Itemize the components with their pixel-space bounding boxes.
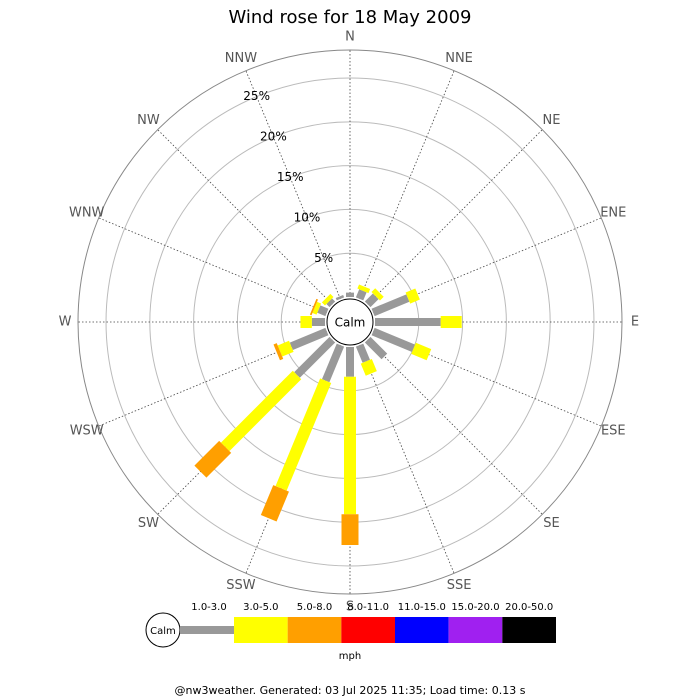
bar-segment (357, 284, 371, 294)
bar-segment (364, 293, 379, 308)
legend-swatch (448, 617, 503, 643)
bar-segment (371, 288, 384, 301)
direction-label: S (346, 600, 354, 615)
bar-segment (260, 485, 289, 522)
bar-segment (294, 336, 336, 378)
legend-label: 15.0-20.0 (451, 602, 499, 613)
unit-label: mph (339, 651, 361, 662)
direction-label: N (345, 30, 355, 45)
bar-segment (355, 343, 370, 363)
legend-label: 11.0-15.0 (398, 602, 446, 613)
chart-title: Wind rose for 18 May 2009 (229, 7, 472, 28)
legend-swatch (180, 626, 234, 634)
direction-label: ESE (601, 424, 626, 439)
bar-segment (321, 293, 334, 306)
r-tick-label: 20% (260, 130, 287, 144)
bar-segment (273, 343, 284, 361)
r-tick-label: 15% (277, 170, 304, 184)
r-tick-label: 5% (314, 251, 333, 265)
bar-segment (277, 340, 294, 357)
legend-label: 20.0-50.0 (505, 602, 553, 613)
bar-segment (333, 294, 345, 299)
bar-segment (371, 327, 416, 353)
direction-label: SSW (226, 578, 256, 593)
spoke (98, 331, 328, 427)
r-tick-label: 10% (294, 210, 321, 224)
legend-swatch (234, 617, 288, 643)
bar-segment (300, 316, 312, 328)
legend-swatch (395, 617, 449, 643)
direction-label: E (631, 315, 639, 330)
direction-label: ENE (600, 205, 626, 220)
bar-segment (326, 298, 336, 308)
spoke (367, 129, 543, 305)
bar-segment (405, 288, 420, 304)
bar-segment (275, 378, 332, 491)
bar-segment (194, 440, 232, 478)
bar-segment (312, 301, 322, 315)
bar-segment (341, 514, 359, 545)
direction-label: WNW (69, 205, 105, 220)
legend-swatch (287, 617, 342, 643)
direction-label: SE (543, 516, 559, 531)
spoke (157, 129, 333, 305)
direction-label: WSW (70, 424, 104, 439)
spoke (245, 70, 341, 300)
legend-calm-label: Calm (150, 626, 176, 637)
bar-segment (321, 343, 345, 383)
spoke (98, 217, 328, 313)
r-tick-label: 25% (243, 89, 270, 103)
bar-segment (335, 294, 345, 301)
direction-label: SSE (447, 578, 472, 593)
spoke (367, 339, 543, 515)
bar-segment (220, 370, 302, 452)
legend-swatch (341, 617, 395, 643)
direction-label: NNE (445, 51, 473, 66)
grid-ring (105, 77, 595, 567)
spoke (359, 70, 455, 300)
direction-label: NNW (225, 51, 257, 66)
legend-label: 1.0-3.0 (191, 602, 226, 613)
bar-segment (311, 318, 325, 326)
bar-segment (440, 316, 462, 328)
direction-label: W (59, 315, 72, 330)
bar-segment (309, 298, 319, 316)
legend-label: 3.0-5.0 (243, 602, 278, 613)
footer: @nw3weather. Generated: 03 Jul 2025 11:3… (175, 684, 526, 697)
outer-ring (77, 49, 623, 595)
bar-segment (411, 342, 432, 361)
spoke (372, 331, 602, 427)
bar-segment (344, 376, 356, 515)
bar-segment (360, 358, 377, 376)
legend-label: 5.0-8.0 (297, 602, 332, 613)
bar-segment (346, 292, 354, 297)
bar-segment (346, 347, 354, 377)
direction-label: SW (138, 516, 159, 531)
legend-swatch (502, 617, 556, 643)
bar-segment (364, 336, 388, 360)
calm-label: Calm (335, 316, 366, 330)
bar-segment (375, 318, 441, 326)
bar-segment (289, 327, 329, 351)
direction-label: NE (543, 113, 561, 128)
spoke (359, 344, 455, 574)
spoke (372, 217, 602, 313)
legend-label: 8.0-11.0 (347, 602, 389, 613)
direction-label: NW (137, 113, 160, 128)
bar-segment (371, 294, 410, 317)
calm-circle (326, 298, 374, 346)
bar-segment (317, 305, 329, 317)
bar-segment (355, 289, 367, 301)
